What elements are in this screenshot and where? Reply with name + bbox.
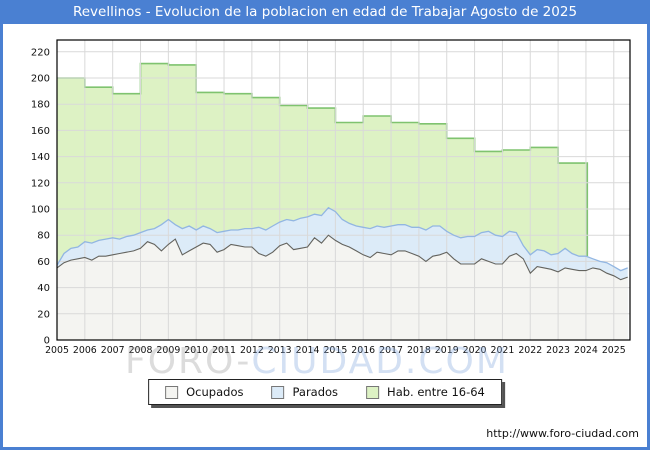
- svg-text:2011: 2011: [212, 345, 236, 356]
- svg-text:60: 60: [37, 257, 50, 268]
- svg-text:2022: 2022: [518, 345, 542, 356]
- svg-text:2018: 2018: [407, 345, 431, 356]
- svg-text:80: 80: [37, 231, 50, 242]
- legend-item-parados: Parados: [271, 385, 338, 399]
- svg-text:0: 0: [44, 336, 50, 347]
- svg-text:2016: 2016: [351, 345, 375, 356]
- svg-text:2015: 2015: [323, 345, 347, 356]
- svg-text:2010: 2010: [184, 345, 208, 356]
- svg-text:20: 20: [37, 309, 50, 320]
- svg-text:2025: 2025: [602, 345, 626, 356]
- population-area-chart: 0 20 40 60 80 100 120 140 160 180 200 220 2005 2006 20…: [31, 39, 631, 356]
- svg-text:160: 160: [31, 126, 50, 137]
- hab16-64-swatch-icon: [366, 385, 380, 399]
- svg-text:2020: 2020: [463, 345, 487, 356]
- svg-text:40: 40: [37, 283, 50, 294]
- svg-text:2014: 2014: [296, 345, 320, 356]
- legend-label-hab16-64: Hab. entre 16-64: [387, 385, 485, 399]
- svg-text:2009: 2009: [156, 345, 180, 356]
- legend-item-ocupados: Ocupados: [165, 385, 243, 399]
- svg-text:140: 140: [31, 152, 50, 163]
- svg-text:100: 100: [31, 204, 50, 215]
- foro-ciudad-link[interactable]: http://www.foro-ciudad.com: [486, 427, 639, 440]
- legend-label-ocupados: Ocupados: [186, 385, 244, 399]
- svg-text:2005: 2005: [45, 345, 69, 356]
- legend-item-hab16-64: Hab. entre 16-64: [366, 385, 485, 399]
- svg-text:2008: 2008: [129, 345, 153, 356]
- svg-text:120: 120: [31, 178, 50, 189]
- chart-title: Revellinos - Evolucion de la poblacion e…: [3, 3, 647, 24]
- svg-text:200: 200: [31, 73, 50, 84]
- chart-legend: Ocupados Parados Hab. entre 16-64: [148, 379, 502, 405]
- svg-text:180: 180: [31, 100, 50, 111]
- svg-text:2006: 2006: [73, 345, 97, 356]
- svg-text:220: 220: [31, 47, 50, 58]
- svg-text:2017: 2017: [379, 345, 403, 356]
- svg-text:2019: 2019: [435, 345, 459, 356]
- legend-label-parados: Parados: [292, 385, 339, 399]
- svg-text:2023: 2023: [546, 345, 570, 356]
- svg-text:2024: 2024: [574, 345, 598, 356]
- svg-text:2007: 2007: [101, 345, 125, 356]
- svg-text:2021: 2021: [490, 345, 514, 356]
- svg-text:2012: 2012: [240, 345, 264, 356]
- svg-text:2013: 2013: [268, 345, 292, 356]
- parados-swatch-icon: [271, 385, 285, 399]
- ocupados-swatch-icon: [165, 385, 179, 399]
